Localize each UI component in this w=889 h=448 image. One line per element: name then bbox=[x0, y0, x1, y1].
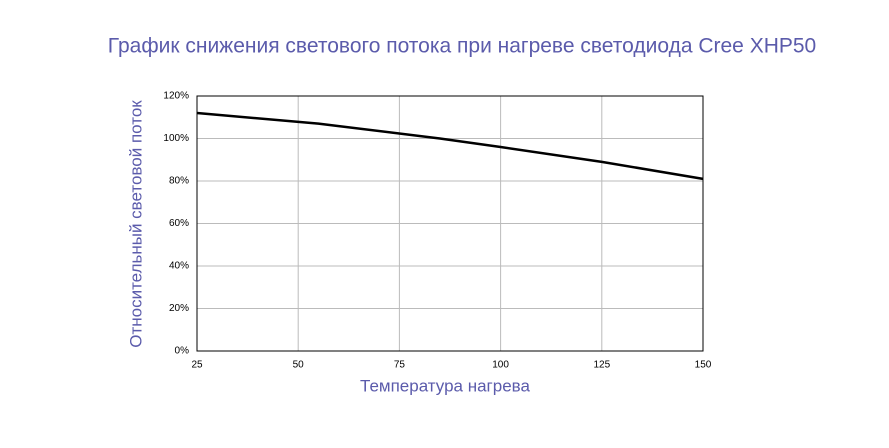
x-tick-label: 100 bbox=[492, 360, 509, 371]
y-tick-label: 60% bbox=[169, 218, 189, 229]
y-tick-label: 80% bbox=[169, 176, 189, 187]
y-tick-label: 120% bbox=[163, 91, 189, 102]
x-tick-label: 25 bbox=[191, 360, 203, 371]
y-axis-label: Относительный световой поток bbox=[126, 100, 145, 348]
y-tick-label: 100% bbox=[163, 133, 189, 144]
chart-title: График снижения светового потока при наг… bbox=[108, 35, 816, 58]
x-tick-label: 75 bbox=[394, 360, 406, 371]
x-tick-label: 125 bbox=[593, 360, 610, 371]
y-tick-label: 40% bbox=[169, 261, 189, 272]
x-tick-label: 150 bbox=[695, 360, 712, 371]
x-tick-label: 50 bbox=[293, 360, 305, 371]
y-tick-label: 0% bbox=[175, 346, 190, 357]
x-axis-label: Температура нагрева bbox=[360, 376, 530, 395]
y-tick-label: 20% bbox=[169, 303, 189, 314]
plot-frame bbox=[196, 95, 704, 352]
data-line bbox=[196, 111, 704, 181]
